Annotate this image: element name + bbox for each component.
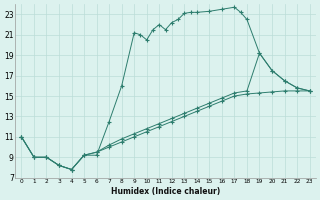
X-axis label: Humidex (Indice chaleur): Humidex (Indice chaleur) xyxy=(111,187,220,196)
